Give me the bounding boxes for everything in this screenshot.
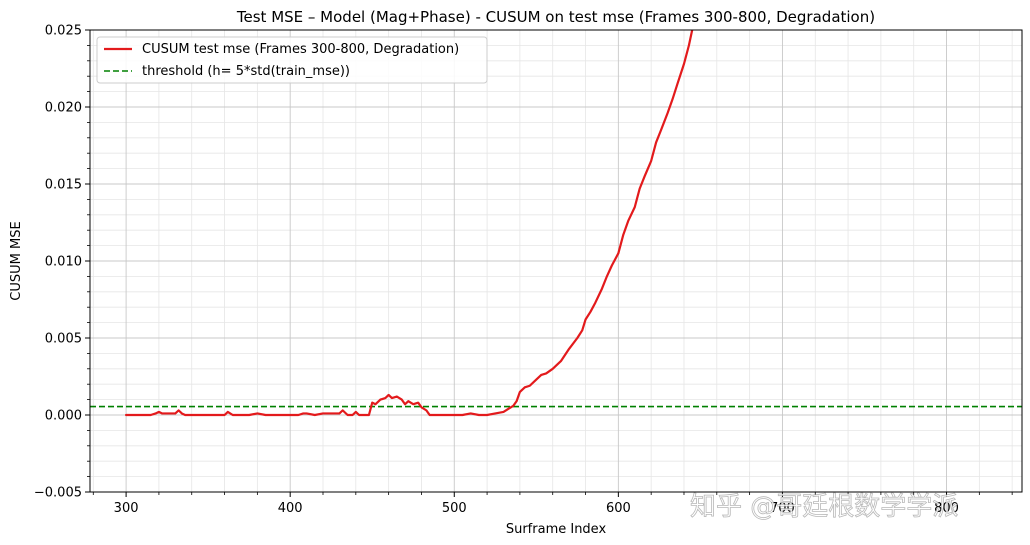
legend-label-cusum: CUSUM test mse (Frames 300-800, Degradat… <box>142 42 459 57</box>
legend: CUSUM test mse (Frames 300-800, Degradat… <box>96 36 488 84</box>
y-tick-label: 0.025 <box>45 24 82 39</box>
y-tick-label: 0.015 <box>45 178 82 193</box>
series-layer <box>90 30 1022 417</box>
y-tick-label: 0.020 <box>45 101 82 116</box>
x-tick-label: 300 <box>114 501 139 516</box>
legend-box <box>96 36 488 84</box>
legend-label-threshold: threshold (h= 5*std(train_mse)) <box>142 64 350 79</box>
x-tick-label: 500 <box>442 501 467 516</box>
y-tick-label: −0.005 <box>34 486 82 501</box>
chart-title: Test MSE – Model (Mag+Phase) - CUSUM on … <box>236 8 875 26</box>
y-tick-label: 0.000 <box>45 409 82 424</box>
x-axis-label: Surframe Index <box>506 522 607 537</box>
y-axis: −0.005 0.000 0.005 0.010 0.015 0.020 0.025 <box>34 24 90 501</box>
y-tick-label: 0.005 <box>45 332 82 347</box>
x-axis: 300 400 500 600 700 800 <box>92 492 1013 516</box>
x-tick-label: 700 <box>770 501 795 516</box>
watermark: 知乎 @哥廷根数学学派 <box>690 492 958 522</box>
y-tick-label: 0.010 <box>45 255 82 270</box>
x-tick-label: 600 <box>606 501 631 516</box>
cusum-series-line <box>124 30 694 417</box>
y-axis-label: CUSUM MSE <box>9 221 24 300</box>
x-tick-label: 800 <box>934 501 959 516</box>
x-tick-label: 400 <box>278 501 303 516</box>
